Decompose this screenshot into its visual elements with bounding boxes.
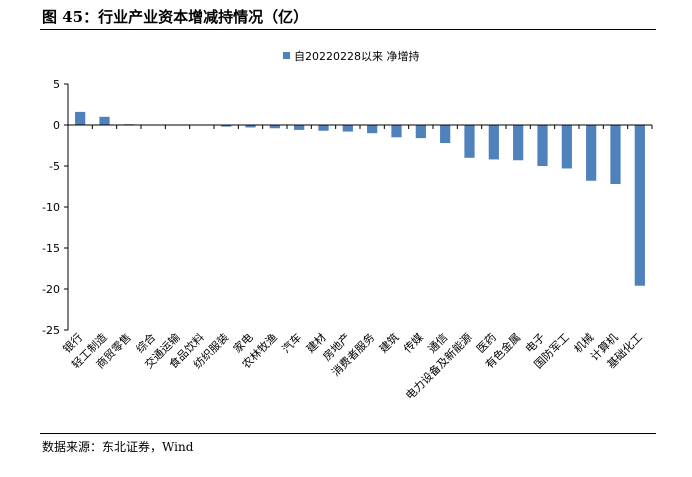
bar <box>221 125 232 127</box>
legend: 自20220228以来 净增持 <box>283 49 420 63</box>
bar <box>342 125 353 132</box>
bar <box>415 125 426 139</box>
bar <box>488 125 499 160</box>
bar <box>294 125 305 130</box>
bar <box>464 125 475 158</box>
x-category-label: 传媒 <box>401 331 426 356</box>
bars <box>75 111 645 286</box>
y-tick-label: 5 <box>53 78 60 91</box>
y-tick-label: -20 <box>42 283 60 296</box>
y-axis: 5 0 -5 -10 -15 -20 -25 <box>42 78 68 337</box>
figure-title: 图 45：行业产业资本增减持情况（亿） <box>42 8 309 26</box>
bar-chart: 自20220228以来 净增持 5 0 -5 -10 -15 -20 -25 银行轻工制造商… <box>42 49 653 402</box>
bar <box>367 125 378 134</box>
y-tick-label: -15 <box>42 242 60 255</box>
bar <box>561 125 572 169</box>
x-category-label: 建筑 <box>376 330 401 355</box>
top-rule <box>40 29 656 30</box>
bar <box>269 125 280 129</box>
y-tick-label: -25 <box>42 324 60 337</box>
y-tick-label: -10 <box>42 201 60 214</box>
legend-label: 自20220228以来 净增持 <box>294 49 420 63</box>
bar <box>245 125 256 128</box>
bar <box>440 125 451 144</box>
bar <box>75 111 86 125</box>
bar <box>634 125 645 286</box>
y-tick-label: -5 <box>49 160 60 173</box>
bottom-rule <box>40 433 656 434</box>
x-category-label: 汽车 <box>279 330 304 355</box>
bar <box>537 125 548 166</box>
bar <box>610 125 621 185</box>
legend-swatch <box>283 52 290 59</box>
bar <box>318 125 329 131</box>
source-note: 数据来源：东北证券，Wind <box>42 440 194 454</box>
bar <box>513 125 524 161</box>
bar <box>586 125 597 181</box>
bar <box>99 116 110 125</box>
y-tick-label: 0 <box>53 119 60 132</box>
axes-lines <box>67 84 653 330</box>
bar <box>391 125 402 138</box>
